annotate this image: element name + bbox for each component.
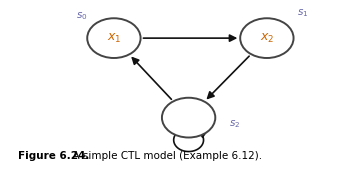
Ellipse shape	[87, 18, 140, 58]
Text: $x_2$: $x_2$	[260, 32, 274, 45]
Ellipse shape	[240, 18, 294, 58]
Text: $s_0$: $s_0$	[76, 11, 87, 22]
Text: $s_1$: $s_1$	[297, 7, 308, 19]
Ellipse shape	[162, 98, 215, 138]
Text: $s_2$: $s_2$	[229, 118, 240, 130]
Text: A simple CTL model (Example 6.12).: A simple CTL model (Example 6.12).	[66, 151, 262, 161]
Text: $x_1$: $x_1$	[107, 32, 121, 45]
Text: Figure 6.24.: Figure 6.24.	[18, 151, 89, 161]
